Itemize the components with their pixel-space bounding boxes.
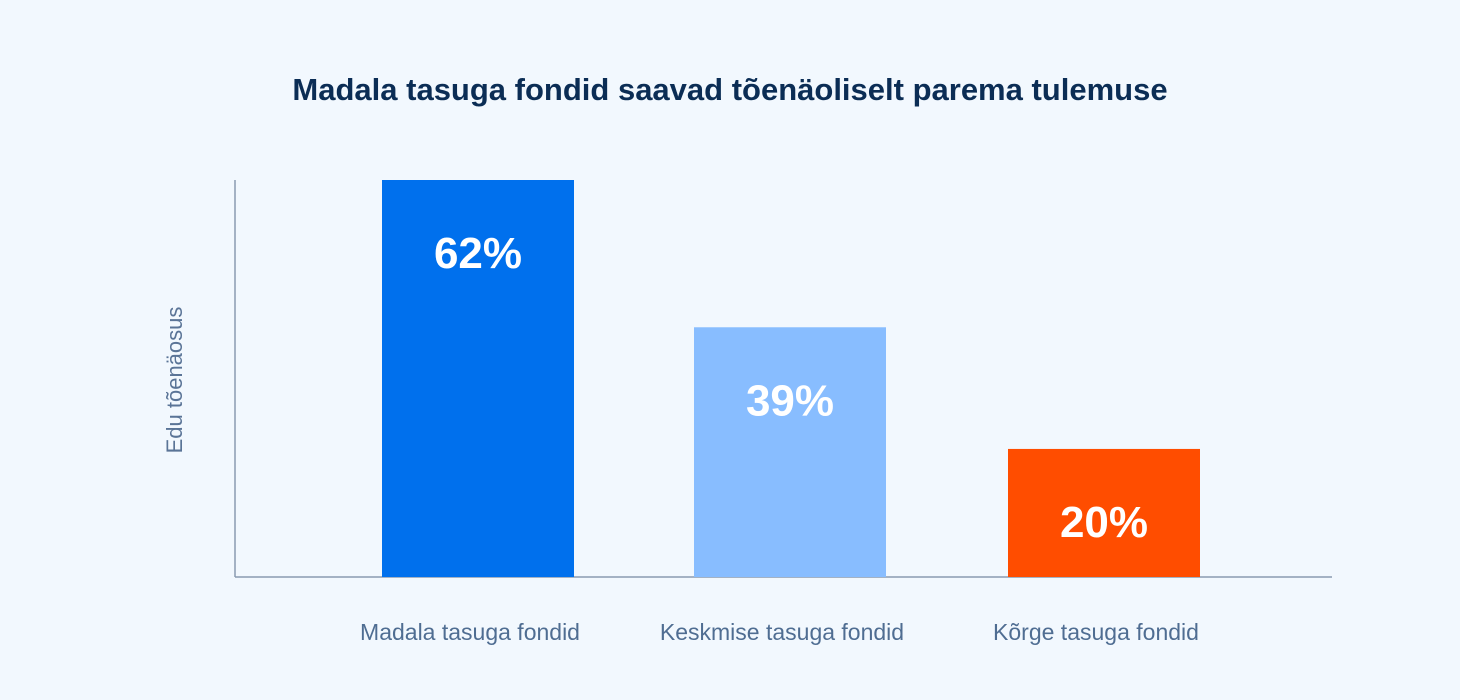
bar-1 [382,180,574,577]
x-tick-label-2: Keskmise tasuga fondid [660,619,904,645]
bars-group: 62% Madala tasuga fondid 39% Keskmise tasug… [360,180,1200,645]
bar-3 [1008,448,1200,577]
x-tick-label-3: Kõrge tasuga fondid [993,619,1199,645]
bar-value-label-3: 20% [1060,498,1148,547]
bar-2 [694,327,886,577]
x-tick-label-1: Madala tasuga fondid [360,619,580,645]
bar-value-label-1: 62% [434,229,522,278]
chart-title: Madala tasuga fondid saavad tõenäoliselt… [292,72,1168,107]
bar-value-label-2: 39% [746,376,834,425]
